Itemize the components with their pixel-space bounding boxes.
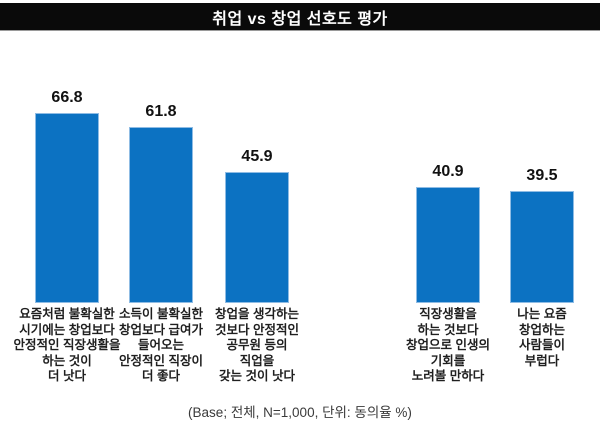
base-note: (Base; 전체, N=1,000, 단위: 동의율 %) [188, 405, 412, 420]
bar-value-label: 66.8 [51, 89, 83, 106]
bar [35, 113, 99, 303]
bar [510, 191, 574, 303]
bar-category-label: 요즘처럼 불확실한 시기에는 창업보다 안정적인 직장생활을 하는 것이 더 낫… [13, 307, 121, 383]
bar-category-label: 창업을 생각하는 것보다 안정적인 공무원 등의 직업을 갖는 것이 낫다 [215, 307, 299, 383]
bar [225, 172, 289, 303]
bar [129, 127, 193, 303]
page-title: 취업 vs 창업 선호도 평가 [212, 10, 388, 28]
bar-category-label: 나는 요즘 창업하는 사람들이 부럽다 [517, 307, 567, 368]
bar [416, 187, 480, 303]
bar-value-label: 61.8 [145, 103, 177, 120]
bar-value-label: 45.9 [241, 148, 273, 165]
bar-value-label: 40.9 [432, 163, 464, 180]
title-banner: 취업 vs 창업 선호도 평가 [0, 3, 600, 31]
bar-category-label: 직장생활을 하는 것보다 창업으로 인생의 기회를 노려볼 만하다 [406, 307, 490, 383]
bar-value-label: 39.5 [526, 167, 558, 184]
bar-category-label: 소득이 불확실한 창업보다 급여가 들어오는 안정적인 직장이 더 좋다 [119, 307, 203, 383]
